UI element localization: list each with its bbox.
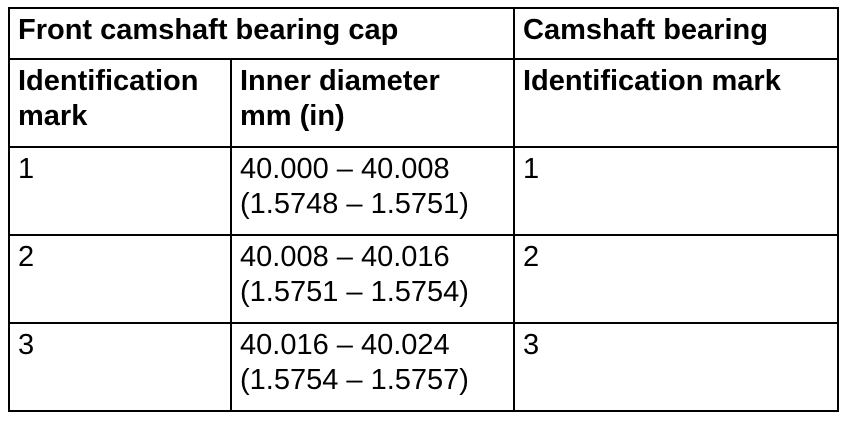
header-cap-id-mark-line1: Identification [18, 65, 199, 97]
diameter-mm-value: 40.000 – 40.008 [240, 153, 450, 185]
header-inner-diameter-line1: Inner diameter [240, 65, 440, 97]
table-header-row-sub: Identification mark Inner diameter mm (i… [8, 58, 839, 148]
cell-bearing-mark: 1 [513, 146, 839, 236]
cap-mark-value: 3 [18, 329, 35, 361]
table-row: 1 40.000 – 40.008 (1.5748 – 1.5751) 1 [8, 146, 839, 236]
header-camshaft-bearing: Camshaft bearing [513, 7, 839, 60]
header-inner-diameter: Inner diameter mm (in) [230, 58, 515, 148]
cell-inner-diameter: 40.008 – 40.016 (1.5751 – 1.5754) [230, 234, 515, 324]
header-bearing-identification-mark: Identification mark [513, 58, 839, 148]
cap-mark-value: 2 [18, 241, 35, 273]
diameter-mm-value: 40.016 – 40.024 [240, 329, 450, 361]
diameter-mm-value: 40.008 – 40.016 [240, 241, 450, 273]
cell-cap-mark: 3 [8, 322, 232, 412]
header-front-camshaft-bearing-cap: Front camshaft bearing cap [8, 7, 515, 60]
bearing-mark-value: 3 [523, 329, 540, 361]
cell-cap-mark: 2 [8, 234, 232, 324]
cell-bearing-mark: 3 [513, 322, 839, 412]
bearing-mark-value: 1 [523, 153, 540, 185]
table-row: 3 40.016 – 40.024 (1.5754 – 1.5757) 3 [8, 322, 839, 412]
diameter-in-value: (1.5754 – 1.5757) [240, 364, 469, 396]
camshaft-bearing-spec-table: Front camshaft bearing cap Camshaft bear… [8, 7, 839, 412]
cell-inner-diameter: 40.000 – 40.008 (1.5748 – 1.5751) [230, 146, 515, 236]
cell-inner-diameter: 40.016 – 40.024 (1.5754 – 1.5757) [230, 322, 515, 412]
header-camshaft-bearing-label: Camshaft bearing [523, 14, 768, 46]
cell-bearing-mark: 2 [513, 234, 839, 324]
header-cap-id-mark-line2: mark [18, 100, 88, 132]
cap-mark-value: 1 [18, 153, 35, 185]
table-row: 2 40.008 – 40.016 (1.5751 – 1.5754) 2 [8, 234, 839, 324]
cell-cap-mark: 1 [8, 146, 232, 236]
header-cap-identification-mark: Identification mark [8, 58, 232, 148]
header-inner-diameter-line2: mm (in) [240, 100, 345, 132]
bearing-mark-value: 2 [523, 241, 540, 273]
header-front-cap-label: Front camshaft bearing cap [18, 14, 399, 46]
diameter-in-value: (1.5751 – 1.5754) [240, 276, 469, 308]
table-header-row-top: Front camshaft bearing cap Camshaft bear… [8, 7, 839, 60]
diameter-in-value: (1.5748 – 1.5751) [240, 188, 469, 220]
header-bearing-id-mark-label: Identification mark [523, 65, 781, 97]
